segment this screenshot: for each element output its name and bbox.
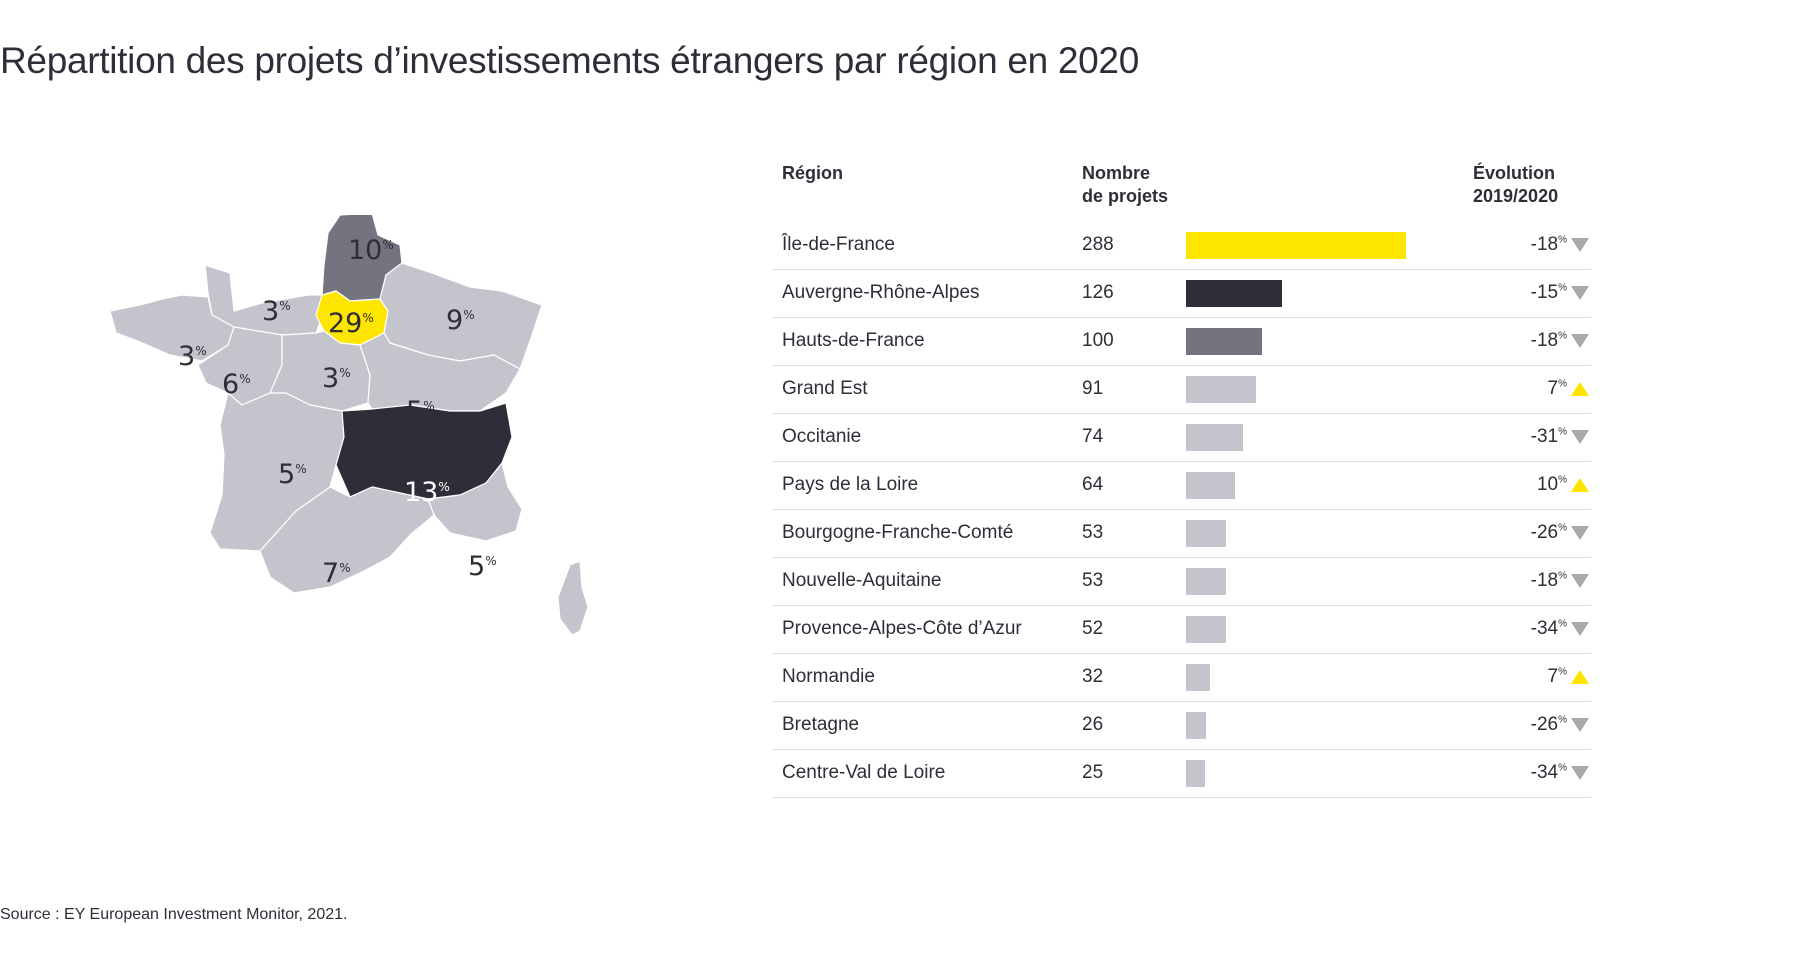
- arrow-down-icon: [1571, 526, 1589, 540]
- project-count: 64: [1082, 474, 1104, 495]
- bar: [1186, 232, 1406, 259]
- arrow-down-icon: [1571, 334, 1589, 348]
- evolution-value: -26%: [1530, 714, 1567, 735]
- bar: [1186, 376, 1256, 403]
- evolution-value: -34%: [1530, 618, 1567, 639]
- region-name: Hauts-de-France: [782, 330, 925, 351]
- bar: [1186, 328, 1262, 355]
- arrow-up-icon: [1571, 478, 1589, 492]
- region-name: Provence-Alpes-Côte d’Azur: [782, 618, 1022, 639]
- region-name: Bourgogne-Franche-Comté: [782, 522, 1014, 543]
- project-count: 53: [1082, 522, 1104, 543]
- map-label-occitanie: 7%: [322, 558, 351, 589]
- table-row: Bretagne 26 -26%: [773, 702, 1591, 750]
- region-name: Auvergne-Rhône-Alpes: [782, 282, 980, 303]
- map-region-corse: [557, 560, 589, 636]
- map-label-paca: 5%: [468, 551, 497, 582]
- bar: [1186, 664, 1210, 691]
- bar: [1186, 760, 1205, 787]
- col-header-evolution: Évolution 2019/2020: [1473, 163, 1559, 206]
- arrow-down-icon: [1571, 286, 1589, 300]
- project-count: 91: [1082, 378, 1104, 399]
- project-count: 53: [1082, 570, 1104, 591]
- source-note: Source : EY European Investment Monitor,…: [0, 906, 348, 923]
- evolution-value: -18%: [1530, 570, 1567, 591]
- table-row: Normandie 32 7%: [773, 654, 1591, 702]
- table-row: Bourgogne-Franche-Comté 53 -26%: [773, 510, 1591, 558]
- arrow-up-icon: [1571, 670, 1589, 684]
- map-region-bourgogne-franche-comte: [359, 332, 521, 412]
- table-row: Hauts-de-France 100 -18%: [773, 318, 1591, 366]
- bar: [1186, 520, 1226, 547]
- bar: [1186, 424, 1243, 451]
- table-row: Occitanie 74 -31%: [773, 414, 1591, 462]
- table-row: Centre-Val de Loire 25 -34%: [773, 750, 1591, 798]
- arrow-down-icon: [1571, 430, 1589, 444]
- project-count: 100: [1082, 330, 1114, 351]
- project-count: 126: [1082, 282, 1114, 303]
- table-row: Grand Est 91 7%: [773, 366, 1591, 414]
- project-count: 52: [1082, 618, 1104, 639]
- table-rows: Île-de-France 288 -18% Auvergne-Rhône-Alpes…: [773, 222, 1591, 798]
- evolution-value: 7%: [1547, 666, 1567, 687]
- arrow-down-icon: [1571, 718, 1589, 732]
- evolution-value: -15%: [1530, 282, 1567, 303]
- bar: [1186, 472, 1235, 499]
- region-name: Nouvelle-Aquitaine: [782, 570, 942, 591]
- arrow-down-icon: [1571, 574, 1589, 588]
- col-header-region: Région: [782, 163, 843, 183]
- table-row: Nouvelle-Aquitaine 53 -18%: [773, 558, 1591, 606]
- evolution-value: 7%: [1547, 378, 1567, 399]
- arrow-up-icon: [1571, 382, 1589, 396]
- table-row: Provence-Alpes-Côte d’Azur 52 -34%: [773, 606, 1591, 654]
- evolution-value: -26%: [1530, 522, 1567, 543]
- map-region-paca: [427, 462, 523, 542]
- region-name: Centre-Val de Loire: [782, 762, 946, 783]
- project-count: 32: [1082, 666, 1104, 687]
- chart-title: Répartition des projets d’investissement…: [0, 40, 1139, 81]
- table-row: Auvergne-Rhône-Alpes 126 -15%: [773, 270, 1591, 318]
- project-count: 25: [1082, 762, 1104, 783]
- region-name: Île-de-France: [782, 234, 895, 255]
- region-name: Grand Est: [782, 378, 868, 399]
- region-name: Pays de la Loire: [782, 474, 919, 495]
- bar: [1186, 280, 1282, 307]
- region-name: Normandie: [782, 666, 875, 687]
- project-count: 74: [1082, 426, 1104, 447]
- col-header-count: Nombre de projets: [1082, 163, 1169, 206]
- region-name: Bretagne: [782, 714, 860, 735]
- bar: [1186, 712, 1206, 739]
- evolution-value: 10%: [1536, 474, 1567, 495]
- evolution-value: -18%: [1530, 234, 1567, 255]
- project-count: 26: [1082, 714, 1104, 735]
- evolution-value: -18%: [1530, 330, 1567, 351]
- project-count: 288: [1082, 234, 1114, 255]
- arrow-down-icon: [1571, 622, 1589, 636]
- arrow-down-icon: [1571, 238, 1589, 252]
- bar: [1186, 616, 1226, 643]
- bar: [1186, 568, 1226, 595]
- table-row: Île-de-France 288 -18%: [773, 222, 1591, 270]
- evolution-value: -34%: [1530, 762, 1567, 783]
- evolution-value: -31%: [1530, 426, 1567, 447]
- arrow-down-icon: [1571, 766, 1589, 780]
- france-map: 10% 3% 29% 9% 3% 6% 3% 5% 5% 13% 7% 5%: [110, 215, 589, 636]
- region-name: Occitanie: [782, 426, 862, 447]
- table-row: Pays de la Loire 64 10%: [773, 462, 1591, 510]
